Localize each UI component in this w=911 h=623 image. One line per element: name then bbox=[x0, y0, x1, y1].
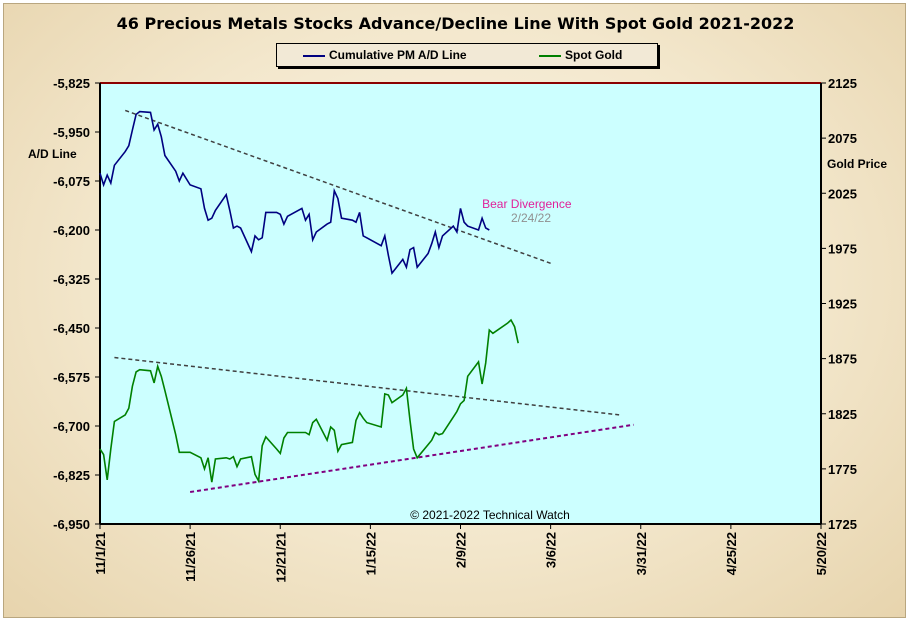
annotation-bear-divergence: Bear Divergence bbox=[482, 197, 572, 211]
left-tick-label: -6,575 bbox=[53, 370, 90, 385]
x-tick-label: 11/26/21 bbox=[183, 532, 198, 582]
trendlines bbox=[114, 109, 634, 494]
right-tick-label: 1875 bbox=[828, 352, 857, 367]
spot-gold-series bbox=[99, 318, 519, 484]
x-tick-label: 11/1/21 bbox=[93, 532, 108, 575]
legend-swatch-spot-gold bbox=[539, 54, 561, 57]
left-tick-label: -5,825 bbox=[53, 76, 90, 91]
right-tick-label: 1975 bbox=[828, 241, 857, 256]
legend-swatch-ad-line bbox=[303, 54, 325, 57]
right-tick-label: 1775 bbox=[828, 462, 857, 477]
left-tick-label: -6,700 bbox=[53, 419, 90, 434]
right-axis-title: Gold Price bbox=[827, 157, 888, 171]
trendline-0 bbox=[124, 109, 551, 265]
right-tick-label: 2125 bbox=[828, 76, 857, 91]
x-tick-label: 3/31/22 bbox=[634, 532, 649, 575]
right-tick-label: 2025 bbox=[828, 186, 857, 201]
legend: Cumulative PM A/D Line Spot Gold bbox=[276, 43, 658, 67]
copyright-text: © 2021-2022 Technical Watch bbox=[410, 508, 570, 522]
right-tick-label: 2075 bbox=[828, 131, 857, 146]
chart-title: 46 Precious Metals Stocks Advance/Declin… bbox=[116, 14, 795, 33]
left-tick-label: -6,825 bbox=[53, 468, 90, 483]
x-tick-label: 2/9/22 bbox=[454, 532, 469, 568]
legend-item-spot-gold: Spot Gold bbox=[539, 48, 622, 62]
annotation-date: 2/24/22 bbox=[511, 211, 551, 225]
x-tick-label: 12/21/21 bbox=[273, 532, 288, 583]
x-tick-label: 3/6/22 bbox=[544, 532, 559, 568]
right-tick-label: 1825 bbox=[828, 407, 857, 422]
left-tick-label: -6,075 bbox=[53, 174, 90, 189]
left-tick-label: -6,325 bbox=[53, 272, 90, 287]
ad-line-series bbox=[99, 110, 490, 275]
trendline-2 bbox=[189, 423, 634, 494]
trendline-1 bbox=[114, 356, 620, 416]
left-tick-label: -6,450 bbox=[53, 321, 90, 336]
left-tick-label: -6,200 bbox=[53, 223, 90, 238]
left-axis-title: A/D Line bbox=[28, 147, 77, 161]
series-group bbox=[99, 110, 519, 484]
legend-item-ad-line: Cumulative PM A/D Line bbox=[303, 48, 467, 62]
right-tick-label: 1725 bbox=[828, 517, 857, 532]
legend-label-ad-line: Cumulative PM A/D Line bbox=[329, 48, 467, 62]
left-tick-label: -5,950 bbox=[53, 125, 90, 140]
x-tick-label: 5/20/22 bbox=[814, 532, 829, 575]
axes: -5,825 -5,950 -6,075 -6,200 -6,325 -6,450 -6,5… bbox=[53, 76, 857, 583]
left-tick-label: -6,950 bbox=[53, 517, 90, 532]
legend-label-spot-gold: Spot Gold bbox=[565, 48, 623, 62]
right-tick-label: 1925 bbox=[828, 297, 857, 312]
x-tick-label: 4/25/22 bbox=[724, 532, 739, 575]
x-tick-label: 1/15/22 bbox=[363, 532, 378, 575]
